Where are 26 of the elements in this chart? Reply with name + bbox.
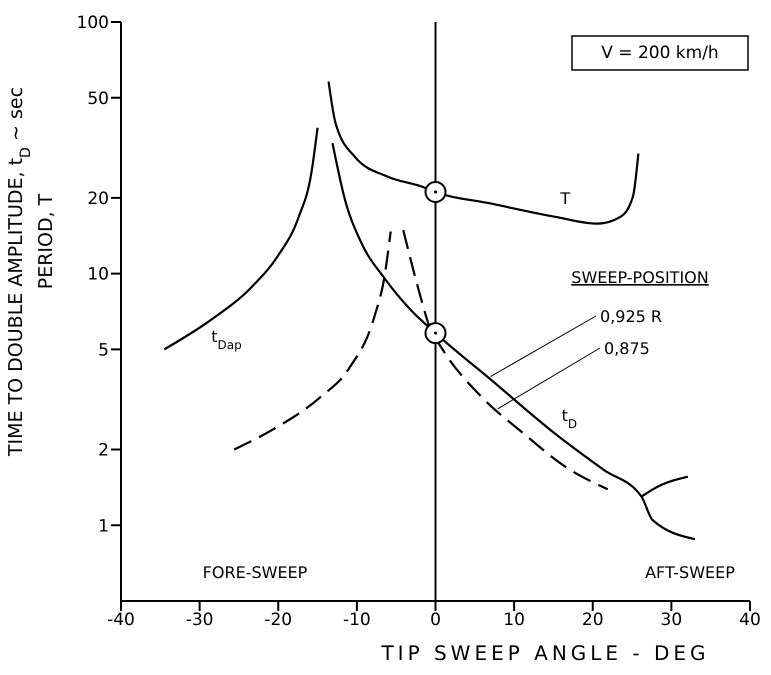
x-tick-label: 10 — [503, 610, 525, 630]
annotation: t$_{D}$ — [562, 406, 578, 432]
x-tick-label: -30 — [186, 610, 214, 630]
annotation: 0,925 R — [600, 307, 662, 326]
x-tick-label: 40 — [739, 610, 761, 630]
x-tick-label: -40 — [107, 610, 135, 630]
annotation: SWEEP-POSITION — [571, 268, 709, 287]
x-tick-label: 30 — [660, 610, 682, 630]
y-tick-label: 1 — [98, 516, 109, 536]
y-tick-label: 2 — [98, 440, 109, 461]
annotation: t$_{Dap}$ — [211, 327, 242, 352]
y-tick-label: 5 — [98, 340, 109, 360]
y-tick-label: 10 — [87, 264, 109, 285]
x-axis-title: TIP SWEEP ANGLE - DEG — [380, 641, 710, 665]
annotation: AFT-SWEEP — [645, 563, 736, 582]
y-tick-label: 20 — [87, 188, 109, 209]
y-tick-label: 100 — [76, 13, 109, 34]
annotation: V = 200 km/h — [601, 43, 719, 63]
x-tick-label: 20 — [582, 610, 604, 630]
annotation: 0,875 — [604, 339, 650, 358]
x-tick-label: -10 — [342, 610, 371, 630]
annotation: FORE-SWEEP — [202, 563, 308, 582]
annotation: T — [559, 189, 570, 208]
x-tick-label: 0 — [430, 610, 441, 630]
y-tick-label: 50 — [87, 88, 109, 109]
x-tick-label: -20 — [264, 610, 292, 630]
